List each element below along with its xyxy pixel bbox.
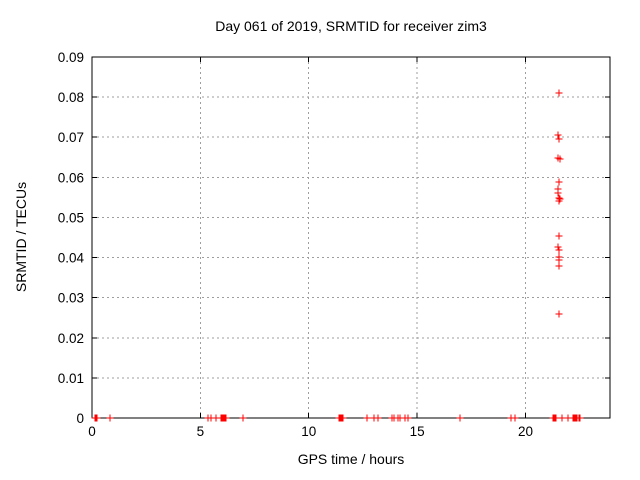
y-tick-label: 0.02 bbox=[58, 331, 84, 346]
axes-and-ticks bbox=[91, 56, 611, 419]
y-tick-label: 0.09 bbox=[58, 50, 84, 65]
chart-title: Day 061 of 2019, SRMTID for receiver zim… bbox=[215, 18, 487, 34]
y-tick-label: 0.08 bbox=[58, 90, 84, 105]
grid-lines bbox=[92, 57, 610, 418]
tick-labels: 0 5 10 15 20 0 0.01 0.02 0.03 0.04 0.05 0.06 0.07 0.0… bbox=[58, 50, 533, 439]
x-tick-label: 10 bbox=[301, 424, 316, 439]
data-points bbox=[91, 89, 584, 422]
x-tick-label: 15 bbox=[410, 424, 425, 439]
x-axis-label: GPS time / hours bbox=[297, 451, 405, 467]
x-tick-label: 0 bbox=[88, 424, 96, 439]
y-tick-label: 0.03 bbox=[58, 291, 84, 306]
y-tick-label: 0.05 bbox=[58, 210, 84, 225]
y-tick-label: 0.04 bbox=[58, 251, 85, 266]
x-tick-label: 5 bbox=[197, 424, 205, 439]
y-tick-label: 0 bbox=[76, 411, 84, 426]
y-tick-label: 0.01 bbox=[58, 371, 84, 386]
y-tick-label: 0.06 bbox=[58, 170, 84, 185]
y-tick-label: 0.07 bbox=[58, 130, 84, 145]
x-tick-label: 20 bbox=[518, 424, 533, 439]
